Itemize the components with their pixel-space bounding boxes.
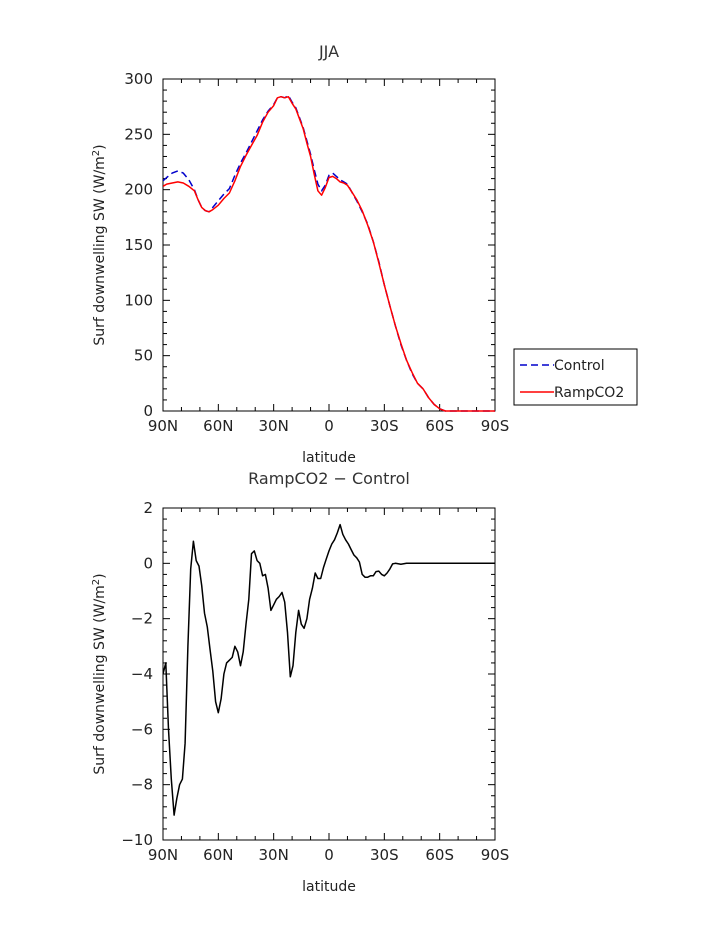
y-axis-label: Surf downwelling SW (W/m2): [91, 573, 108, 774]
y-tick-label: 0: [143, 402, 153, 420]
y-tick-label: 2: [143, 499, 153, 517]
y-tick-label: 100: [124, 291, 153, 309]
x-axis-label: latitude: [302, 879, 356, 895]
y-axis-label-text: Surf downwelling SW (W/m: [92, 156, 108, 345]
y-axis-label-sup: 2: [91, 579, 102, 585]
y-axis-label-close: ): [92, 573, 108, 578]
y-tick-label: 50: [134, 347, 153, 365]
x-tick-label: 0: [324, 846, 334, 864]
y-axis-label-text: Surf downwelling SW (W/m: [92, 585, 108, 774]
x-tick-label: 60N: [203, 846, 233, 864]
y-tick-label: −6: [131, 720, 153, 738]
y-tick-label: 150: [124, 236, 153, 254]
y-tick-label: 0: [143, 554, 153, 572]
legend-label: Control: [554, 358, 605, 374]
plot-frame: [162, 78, 496, 412]
x-tick-label: 90S: [481, 846, 510, 864]
y-tick-label: 200: [124, 181, 153, 199]
x-tick-label: 90N: [148, 846, 178, 864]
x-tick-label: 60S: [425, 846, 454, 864]
chart-title: JJA: [318, 42, 339, 61]
legend-label: RampCO2: [554, 385, 624, 401]
y-axis-label: Surf downwelling SW (W/m2): [91, 144, 108, 345]
y-tick-label: −2: [131, 610, 153, 628]
x-tick-label: 60N: [203, 417, 233, 435]
y-axis-label-sup: 2: [91, 150, 102, 156]
chart-panel-1: JJA 90N 60N 30N 0 30S 60S 90S 0 50 100 150 200 250 300…: [91, 42, 638, 466]
x-tick-label: 30S: [370, 846, 399, 864]
y-tick-label: −10: [121, 831, 153, 849]
series-line-rampco2: [163, 95, 495, 412]
y-tick-label: 300: [124, 70, 153, 88]
y-tick-label: −8: [131, 776, 153, 794]
x-tick-label: 90N: [148, 417, 178, 435]
x-tick-label: 30N: [259, 417, 289, 435]
x-tick-label: 90S: [481, 417, 510, 435]
y-tick-label: −4: [131, 665, 153, 683]
x-tick-label: 30N: [259, 846, 289, 864]
x-axis-label: latitude: [302, 450, 356, 466]
series-line-difference: [163, 523, 495, 816]
chart-title: RampCO2 − Control: [248, 469, 410, 488]
y-tick-label: 250: [124, 125, 153, 143]
x-tick-label: 60S: [425, 417, 454, 435]
x-tick-label: 30S: [370, 417, 399, 435]
chart-panel-2: RampCO2 − Control 90N 60N 30N 0 30S 60S 90S −10 −…: [91, 469, 509, 895]
x-tick-label: 0: [324, 417, 334, 435]
legend: Control RampCO2: [513, 348, 638, 406]
legend-box: [513, 348, 638, 406]
series-line-control: [163, 94, 495, 412]
y-axis-label-close: ): [92, 144, 108, 149]
